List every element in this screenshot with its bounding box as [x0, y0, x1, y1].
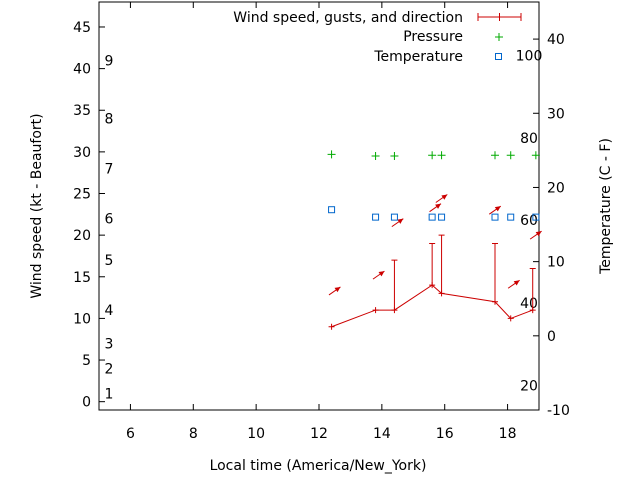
temperature-point	[328, 206, 336, 214]
wind-direction-arrow	[429, 203, 442, 213]
temperature-point	[507, 213, 515, 221]
y-axis-ticks: 0 5 10 15 20 25 30 35 40 45	[73, 20, 105, 411]
temperature-point	[428, 213, 436, 221]
fahrenheit-label: 80	[520, 131, 538, 147]
beaufort-label: 9	[105, 53, 114, 69]
y-tick-label: 40	[73, 62, 91, 78]
wind-speed-line	[331, 284, 533, 328]
wind-gust-bar	[529, 267, 536, 311]
x-tick-label: 6	[126, 426, 135, 442]
y2-tick-label: 20	[547, 180, 565, 196]
temperature-point	[438, 213, 446, 221]
wind-arrow-head	[397, 218, 404, 224]
y2-tick-label: -10	[547, 403, 570, 419]
beaufort-label: 2	[105, 361, 114, 377]
fahrenheit-label: 40	[520, 296, 538, 312]
x-axis-ticks: 6 8 10 12 14 16 18	[126, 2, 517, 442]
y-tick-label: 30	[73, 145, 91, 161]
beaufort-label: 5	[105, 253, 114, 269]
fahrenheit-label: 100	[516, 48, 543, 64]
wind-speed-point	[507, 315, 514, 322]
legend-swatch-temperature	[495, 53, 502, 60]
x-tick-label: 18	[499, 426, 517, 442]
beaufort-label: 6	[105, 211, 114, 227]
wind-direction-arrow	[529, 230, 542, 240]
wind-arrow-head	[435, 203, 442, 209]
y2-axis-label: Temperature (C - F)	[598, 138, 614, 275]
y-tick-label: 45	[73, 20, 91, 36]
wind-direction-arrow	[391, 218, 404, 228]
wind-gust-bar	[429, 242, 436, 286]
wind-arrow-head	[441, 194, 448, 200]
x-tick-label: 14	[373, 426, 391, 442]
pressure-point	[390, 152, 399, 161]
x-axis-label: Local time (America/New_York)	[210, 458, 427, 474]
fahrenheit-label: 60	[520, 213, 538, 229]
y-axis-label: Wind speed (kt - Beaufort)	[29, 113, 45, 298]
wind-speed-point	[372, 307, 379, 314]
x-tick-label: 12	[310, 426, 328, 442]
y-tick-label: 10	[73, 311, 91, 327]
wind-gust-bar	[391, 259, 398, 311]
beaufort-label: 4	[105, 303, 114, 319]
beaufort-label: 8	[105, 112, 114, 128]
fahrenheit-label: 20	[520, 379, 538, 395]
y-tick-label: 5	[82, 353, 91, 369]
beaufort-label: 3	[105, 336, 114, 352]
legend-label-pressure: Pressure	[403, 29, 463, 45]
y-tick-label: 35	[73, 103, 91, 119]
wind-gust-bar	[492, 242, 498, 302]
legend-swatch-pressure	[495, 33, 503, 41]
wind-gust-bar	[438, 234, 445, 294]
plot-frame	[98, 1, 540, 411]
y-tick-label: 0	[82, 395, 91, 411]
pressure-point	[491, 151, 499, 160]
pressure-point	[531, 151, 540, 160]
wind-arrow-head	[535, 231, 542, 237]
y2-tick-label: 0	[547, 329, 556, 345]
legend-swatch-wind	[477, 13, 522, 21]
beaufort-label: 7	[105, 162, 114, 178]
y2-tick-label: 30	[547, 106, 565, 122]
wind-direction-arrow	[328, 286, 341, 296]
wind-direction-arrow	[435, 194, 448, 203]
beaufort-label: 1	[105, 386, 114, 402]
y2-tick-label: 10	[547, 255, 565, 271]
legend-label-temperature: Temperature	[373, 49, 463, 65]
wind-arrow-head	[378, 271, 385, 277]
wind-arrow-head	[494, 206, 501, 212]
temperature-point	[372, 213, 380, 221]
y-tick-label: 15	[73, 270, 91, 286]
pressure-point	[428, 151, 437, 160]
data-marks	[327, 150, 542, 330]
legend: Wind speed, gusts, and direction Pressur…	[233, 10, 522, 65]
y2-tick-label: 40	[547, 32, 565, 48]
x-tick-label: 10	[247, 426, 265, 442]
pressure-point	[437, 151, 446, 160]
temperature-point	[532, 213, 540, 221]
temperature-point	[390, 213, 398, 221]
legend-label-wind: Wind speed, gusts, and direction	[233, 10, 463, 26]
y-tick-label: 20	[73, 228, 91, 244]
x-tick-label: 8	[189, 426, 198, 442]
wind-arrow-head	[334, 286, 341, 293]
y-tick-label: 25	[73, 187, 91, 203]
wind-direction-arrow	[372, 270, 385, 280]
pressure-point	[506, 151, 515, 160]
temperature-point	[491, 213, 499, 221]
x-tick-label: 16	[436, 426, 454, 442]
wind-speed-point	[328, 323, 335, 330]
pressure-point	[371, 152, 380, 161]
beaufort-labels: 1 2 3 4 5 6 7 8 9	[105, 53, 114, 402]
wind-arrow-head	[513, 280, 520, 286]
y2-axis-ticks: -10 0 10 20 30 40	[533, 32, 570, 419]
wind-direction-arrow	[507, 279, 520, 289]
fahrenheit-labels: 20 40 60 80 100	[516, 48, 543, 394]
pressure-point	[327, 150, 336, 159]
wind-direction-arrow	[488, 205, 502, 215]
